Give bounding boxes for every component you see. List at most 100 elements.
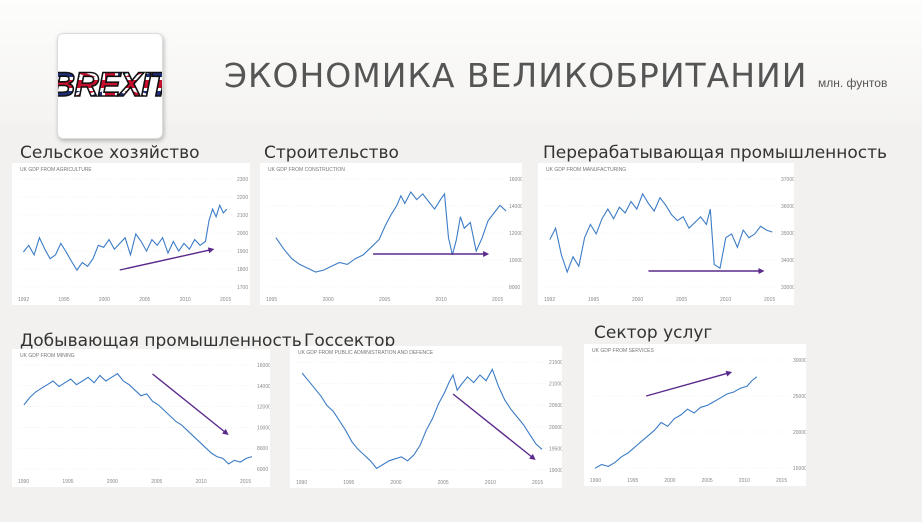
- x-tick-label: 2015: [240, 479, 251, 485]
- x-tick-label: 1995: [343, 480, 354, 486]
- x-tick-label: 2000: [664, 478, 675, 484]
- trend-arrow-head-icon: [483, 251, 490, 257]
- x-tick-label: 1995: [627, 478, 638, 484]
- y-tick-label: 20000: [549, 425, 562, 431]
- y-tick-label: 12000: [257, 405, 270, 411]
- x-tick-label: 2005: [139, 297, 150, 303]
- svg-text:BREXIT: BREXIT: [58, 66, 162, 104]
- y-tick-label: 20500: [549, 403, 562, 409]
- union-jack-brexit-logo-icon: BREXIT BREXIT: [50, 65, 176, 105]
- chart-agriculture-svg: 2300 2200 2100 2000 1900 1800 1700 1992 1995 2000…: [18, 177, 248, 303]
- x-tick-label: 2015: [492, 297, 503, 303]
- x-tick-label: 2005: [438, 480, 449, 486]
- x-tick-label: 1992: [18, 297, 29, 303]
- trend-arrow-head-icon: [758, 268, 765, 274]
- label-mining: Добывающая промышленность: [20, 331, 302, 351]
- y-tick-label: 6000: [257, 467, 268, 473]
- y-tick-label: 10000: [257, 425, 270, 431]
- y-tick-label: 2100: [237, 213, 248, 219]
- y-tick-label: 14000: [257, 384, 270, 390]
- label-agriculture: Сельское хозяйство: [20, 143, 200, 163]
- trend-arrow: [452, 393, 533, 459]
- y-tick-label: 150000: [793, 466, 806, 472]
- x-tick-label: 2010: [196, 479, 207, 485]
- trend-arrow-head-icon: [725, 370, 733, 377]
- trend-arrow-head-icon: [207, 247, 215, 254]
- x-tick-label: 2015: [764, 297, 775, 303]
- trend-arrow-head-icon: [222, 428, 229, 435]
- page-title: ЭКОНОМИКА ВЕЛИКОБРИТАНИИ: [224, 56, 808, 95]
- x-tick-label: 1990: [590, 478, 601, 484]
- y-tick-label: 16000: [509, 177, 522, 183]
- x-tick-label: 2005: [379, 297, 390, 303]
- chart-construction: 16000 14000 12000 10000 8000 1995 2000 2005 2010…: [260, 163, 522, 305]
- trend-arrow-head-icon: [529, 453, 536, 460]
- y-tick-label: 33000: [781, 285, 794, 291]
- y-tick-label: 250000: [793, 394, 806, 400]
- y-tick-label: 300000: [793, 358, 806, 364]
- y-tick-label: 21500: [549, 360, 562, 366]
- x-tick-label: 1995: [58, 297, 69, 303]
- chart-title: UK GDP FROM MINING: [20, 353, 75, 359]
- y-tick-label: 8000: [509, 285, 520, 291]
- x-tick-label: 2005: [676, 297, 687, 303]
- brexit-logo: BREXIT BREXIT: [50, 33, 176, 139]
- y-tick-label: 19500: [549, 446, 562, 452]
- y-tick-label: 1700: [237, 285, 248, 291]
- chart-services-svg: 300000 250000 200000 150000 1990 1995 2000 2005…: [590, 358, 806, 484]
- y-tick-label: 2200: [237, 195, 248, 201]
- y-tick-label: 36000: [781, 204, 794, 210]
- x-tick-label: 2010: [180, 297, 191, 303]
- y-tick-label: 2000: [237, 231, 248, 237]
- chart-title: UK GDP FROM CONSTRUCTION: [268, 167, 345, 173]
- x-tick-label: 2010: [485, 480, 496, 486]
- y-tick-label: 19000: [549, 468, 562, 474]
- chart-manufacturing: 37000 36000 35000 34000 33000 1992 1995 2000 200…: [538, 163, 794, 305]
- chart-title: UK GDP FROM SERVICES: [592, 348, 654, 354]
- trend-arrow: [152, 373, 226, 434]
- x-tick-label: 1995: [62, 479, 73, 485]
- x-tick-label: 2010: [436, 297, 447, 303]
- series-line: [549, 192, 773, 274]
- x-tick-label: 2015: [776, 478, 787, 484]
- y-tick-label: 1900: [237, 249, 248, 255]
- y-tick-label: 1800: [237, 267, 248, 273]
- y-tick-label: 10000: [509, 258, 522, 264]
- x-tick-label: 2005: [151, 479, 162, 485]
- units-label: млн. фунтов: [818, 76, 888, 90]
- x-tick-label: 2000: [323, 297, 334, 303]
- x-tick-label: 1995: [588, 297, 599, 303]
- chart-mining: 16000 14000 12000 10000 8000 6000 1990 1995 2000…: [12, 349, 270, 487]
- y-tick-label: 2300: [237, 177, 248, 183]
- x-tick-label: 2000: [99, 297, 110, 303]
- chart-title: UK GDP FROM AGRICULTURE: [20, 167, 92, 173]
- chart-title: UK GDP FROM PUBLIC ADMINISTRATION AND DE…: [298, 350, 434, 356]
- series-line: [275, 190, 507, 273]
- y-tick-label: 8000: [257, 446, 268, 452]
- y-tick-label: 34000: [781, 258, 794, 264]
- series-line: [23, 372, 253, 465]
- x-tick-label: 2015: [220, 297, 231, 303]
- trend-arrow: [119, 249, 211, 271]
- y-tick-label: 35000: [781, 231, 794, 237]
- label-services: Сектор услуг: [594, 323, 713, 343]
- chart-construction-svg: 16000 14000 12000 10000 8000 1995 2000 2005 2010…: [266, 177, 522, 303]
- chart-services: 300000 250000 200000 150000 1990 1995 2000 2005…: [584, 344, 806, 486]
- y-tick-label: 16000: [257, 363, 270, 369]
- label-construction: Строительство: [264, 143, 399, 163]
- x-tick-label: 1990: [296, 480, 307, 486]
- x-tick-label: 2005: [702, 478, 713, 484]
- x-tick-label: 2010: [739, 478, 750, 484]
- label-manufacturing: Перерабатывающая промышленность: [543, 143, 888, 163]
- chart-title: UK GDP FROM MANUFACTURING: [546, 167, 627, 173]
- chart-public-sector: 21500 21000 20500 20000 19500 19000 1990 1995 20…: [290, 346, 562, 488]
- chart-agriculture: 2300 2200 2100 2000 1900 1800 1700 1992 1995 2000…: [12, 163, 250, 305]
- x-tick-label: 1992: [544, 297, 555, 303]
- chart-manufacturing-svg: 37000 36000 35000 34000 33000 1992 1995 2000 200…: [544, 177, 794, 303]
- trend-arrow: [646, 372, 729, 397]
- x-tick-label: 1995: [266, 297, 277, 303]
- series-line: [301, 367, 543, 470]
- y-tick-label: 12000: [509, 231, 522, 237]
- chart-public-sector-svg: 21500 21000 20500 20000 19500 19000 1990 1995 20…: [296, 360, 562, 486]
- x-tick-label: 1990: [18, 479, 29, 485]
